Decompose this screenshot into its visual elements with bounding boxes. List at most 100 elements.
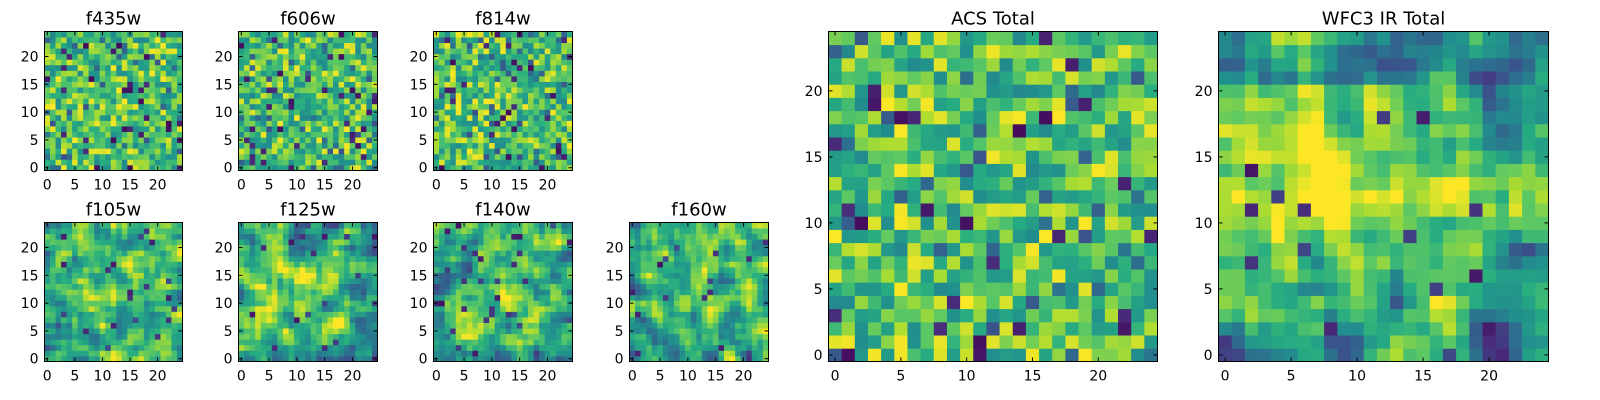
heatmap-cell — [946, 216, 961, 230]
heatmap-cell — [176, 87, 183, 94]
heatmap-cell — [238, 98, 245, 105]
heatmap-cell — [116, 294, 123, 301]
heatmap-cell — [244, 120, 251, 127]
heatmap-cell — [528, 355, 534, 362]
heatmap-cell — [555, 31, 562, 38]
heatmap-cell — [561, 300, 568, 307]
heatmap-cell — [171, 114, 178, 121]
heatmap-cell — [127, 153, 134, 160]
heatmap-cell — [83, 333, 90, 340]
heatmap-cell — [338, 103, 345, 110]
heatmap-cell — [450, 31, 457, 38]
heatmap-cell — [668, 355, 675, 362]
heatmap-cell — [528, 148, 534, 155]
heatmap-cell — [143, 120, 150, 127]
heatmap-cell — [366, 137, 373, 144]
heatmap-cell — [472, 305, 479, 312]
heatmap-cell — [522, 222, 529, 229]
heatmap-cell — [522, 355, 529, 362]
heatmap-cell — [165, 300, 172, 307]
heatmap-cell — [127, 350, 134, 357]
heatmap-cell — [371, 153, 378, 160]
heatmap-cell — [321, 109, 328, 116]
heatmap-cell — [271, 289, 278, 296]
heatmap-cell — [696, 300, 703, 307]
heatmap-cell — [88, 103, 95, 110]
heatmap-cell — [138, 53, 145, 60]
heatmap-cell — [757, 283, 764, 290]
heatmap-cell — [83, 87, 90, 94]
heatmap-cell — [828, 189, 843, 204]
heatmap-cell — [143, 300, 150, 307]
heatmap-cell — [327, 305, 334, 312]
heatmap-cell — [1078, 242, 1093, 257]
heatmap-cell — [160, 64, 167, 71]
heatmap-cell — [1012, 242, 1027, 257]
heatmap-cell — [360, 294, 367, 301]
heatmap-cell — [355, 81, 362, 88]
heatmap-cell — [127, 42, 134, 49]
heatmap-cell — [149, 250, 156, 257]
heatmap-cell — [277, 164, 284, 171]
heatmap-cell — [751, 350, 758, 357]
heatmap-cell — [528, 81, 534, 88]
heatmap-cell — [477, 103, 484, 110]
heatmap-cell — [50, 250, 56, 257]
heatmap-cell — [494, 355, 501, 362]
heatmap-cell — [349, 272, 356, 279]
heatmap-cell — [94, 294, 101, 301]
heatmap-cell — [171, 311, 178, 318]
heatmap-cell — [433, 131, 440, 138]
heatmap-cell — [679, 344, 686, 351]
heatmap-cell — [516, 92, 523, 99]
heatmap-cell — [271, 355, 278, 362]
heatmap-cell — [238, 266, 245, 273]
heatmap-cell — [349, 109, 356, 116]
heatmap-cell — [1065, 255, 1079, 270]
heatmap-cell — [282, 164, 289, 171]
heatmap-cell — [455, 344, 462, 351]
heatmap-cell — [439, 322, 446, 329]
heatmap-cell — [355, 255, 362, 262]
heatmap-cell — [477, 159, 484, 166]
heatmap-cell — [143, 244, 150, 251]
heatmap-cell — [881, 163, 895, 178]
heatmap-cell — [483, 42, 490, 49]
heatmap-cell — [244, 70, 251, 77]
heatmap-cell — [132, 233, 139, 240]
heatmap-cell — [277, 159, 284, 166]
heatmap-cell — [566, 31, 573, 38]
heatmap-cell — [116, 350, 123, 357]
heatmap-cell — [132, 328, 139, 335]
heatmap-cell — [127, 120, 134, 127]
heatmap-cell — [433, 120, 440, 127]
heatmap-cell — [489, 109, 496, 116]
heatmap-cell — [539, 92, 546, 99]
heatmap-cell — [561, 70, 568, 77]
heatmap-cell — [288, 239, 295, 246]
heatmap-cell — [483, 48, 490, 55]
heatmap-cell — [305, 239, 312, 246]
heatmap-cell — [333, 261, 339, 268]
heatmap-cell — [176, 159, 183, 166]
heatmap-cell — [61, 103, 67, 110]
heatmap-cell — [461, 233, 468, 240]
heatmap-cell — [50, 272, 56, 279]
heatmap-cell — [762, 339, 769, 346]
heatmap-cell — [662, 228, 669, 235]
heatmap-cell — [260, 278, 267, 285]
heatmap-cell — [349, 300, 356, 307]
heatmap-cell — [160, 344, 167, 351]
heatmap-cell — [83, 42, 90, 49]
heatmap-cell — [433, 92, 440, 99]
heatmap-cell — [294, 37, 301, 44]
heatmap-cell — [132, 126, 139, 132]
heatmap-cell — [288, 142, 295, 149]
heatmap-cell — [61, 109, 67, 116]
heatmap-cell — [511, 103, 518, 110]
heatmap-cell — [561, 148, 568, 155]
heatmap-cell — [494, 233, 501, 240]
heatmap-cell — [127, 322, 134, 329]
heatmap-cell — [143, 92, 150, 99]
heatmap-cell — [371, 255, 378, 262]
